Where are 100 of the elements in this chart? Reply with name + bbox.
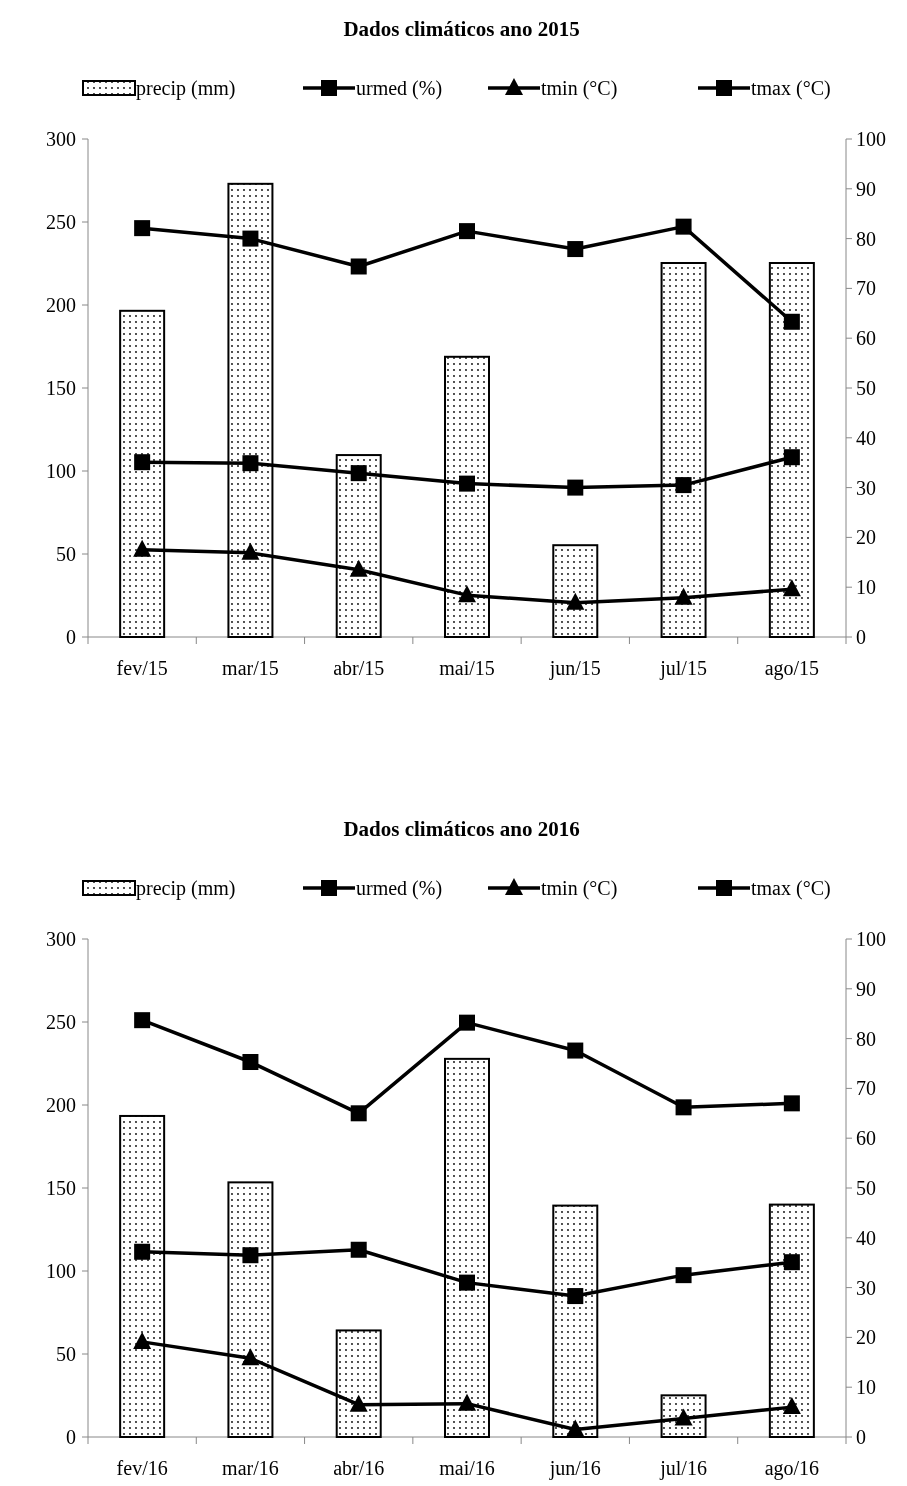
point bbox=[242, 1054, 259, 1071]
y-tick-label: 50 bbox=[56, 543, 76, 565]
point bbox=[675, 1267, 692, 1284]
x-tick-label: jun/15 bbox=[548, 657, 601, 680]
y-tick-label: 0 bbox=[66, 626, 76, 648]
x-tick-label: ago/15 bbox=[764, 657, 820, 680]
point bbox=[134, 1243, 151, 1260]
y-tick-label: 200 bbox=[46, 294, 76, 316]
y-tick-label: 150 bbox=[46, 377, 76, 399]
point bbox=[134, 1012, 151, 1029]
point bbox=[458, 585, 476, 603]
point bbox=[459, 1274, 475, 1291]
y-tick-label: 0 bbox=[66, 1426, 76, 1448]
y2-tick-label: 70 bbox=[856, 277, 876, 300]
y-tick-label: 300 bbox=[46, 928, 76, 950]
point bbox=[566, 592, 585, 610]
legend-label: urmed (%) bbox=[356, 877, 443, 900]
y-tick-label: 300 bbox=[46, 128, 76, 150]
point bbox=[459, 1014, 475, 1031]
point bbox=[133, 1331, 152, 1349]
point bbox=[242, 230, 259, 247]
point bbox=[782, 1397, 801, 1415]
y2-tick-label: 40 bbox=[856, 426, 876, 449]
y2-tick-label: 90 bbox=[856, 977, 876, 1000]
point bbox=[567, 241, 584, 258]
x-tick-label: fev/15 bbox=[116, 657, 168, 679]
point bbox=[675, 1099, 692, 1116]
y-tick-label: 200 bbox=[46, 1094, 76, 1116]
point bbox=[783, 1254, 800, 1271]
x-tick-label: mar/15 bbox=[222, 657, 279, 679]
y-tick-label: 150 bbox=[46, 1177, 76, 1199]
point bbox=[134, 454, 151, 471]
legend-label: tmax (°C) bbox=[751, 77, 831, 100]
y2-tick-label: 60 bbox=[856, 327, 876, 350]
point bbox=[350, 465, 367, 482]
x-tick-label: abr/16 bbox=[333, 1457, 385, 1479]
x-tick-label: jun/16 bbox=[548, 1457, 601, 1480]
point bbox=[241, 542, 260, 560]
y-tick-label: 100 bbox=[46, 460, 76, 482]
y2-tick-label: 20 bbox=[856, 526, 876, 549]
legend-label: tmin (°C) bbox=[541, 877, 618, 900]
point bbox=[783, 313, 800, 330]
point bbox=[675, 218, 692, 235]
point bbox=[241, 1348, 260, 1366]
y2-tick-label: 100 bbox=[856, 128, 886, 150]
y2-tick-label: 80 bbox=[856, 1027, 876, 1050]
x-tick-label: ago/16 bbox=[764, 1457, 820, 1480]
point bbox=[458, 1393, 476, 1411]
y2-tick-label: 50 bbox=[856, 1177, 876, 1199]
point bbox=[566, 1419, 585, 1437]
y2-tick-label: 30 bbox=[856, 1276, 876, 1299]
y2-tick-label: 90 bbox=[856, 177, 876, 200]
y-tick-label: 100 bbox=[46, 1260, 76, 1282]
y-tick-label: 250 bbox=[46, 211, 76, 233]
y2-tick-label: 10 bbox=[856, 1376, 876, 1399]
point bbox=[783, 1095, 800, 1112]
chart-title: Dados climáticos ano 2016 bbox=[343, 817, 580, 841]
legend-label: tmax (°C) bbox=[751, 877, 831, 900]
y2-tick-label: 40 bbox=[856, 1226, 876, 1249]
point bbox=[134, 220, 151, 237]
point bbox=[782, 579, 801, 597]
point bbox=[567, 1288, 584, 1305]
point bbox=[350, 1241, 367, 1258]
point bbox=[242, 1247, 259, 1264]
y2-tick-label: 10 bbox=[856, 576, 876, 599]
point bbox=[567, 479, 584, 496]
y2-tick-label: 20 bbox=[856, 1326, 876, 1349]
point bbox=[350, 258, 367, 275]
point bbox=[350, 1105, 367, 1122]
point bbox=[133, 539, 152, 557]
point bbox=[349, 559, 368, 577]
x-tick-label: jul/16 bbox=[659, 1457, 707, 1480]
y2-tick-label: 100 bbox=[856, 928, 886, 950]
point bbox=[567, 1042, 584, 1059]
y-tick-label: 250 bbox=[46, 1011, 76, 1033]
y2-tick-label: 0 bbox=[856, 1426, 866, 1448]
legend-label: precip (mm) bbox=[136, 77, 236, 100]
legend-label: urmed (%) bbox=[356, 77, 443, 100]
x-tick-label: mai/15 bbox=[439, 657, 495, 679]
y2-tick-label: 60 bbox=[856, 1127, 876, 1150]
point bbox=[349, 1394, 368, 1412]
point bbox=[459, 475, 475, 492]
x-tick-label: mai/16 bbox=[439, 1457, 495, 1479]
y2-tick-label: 0 bbox=[856, 626, 866, 648]
point bbox=[783, 449, 800, 466]
point bbox=[675, 477, 692, 494]
y2-tick-label: 30 bbox=[856, 476, 876, 499]
legend-label: tmin (°C) bbox=[541, 77, 618, 100]
x-tick-label: mar/16 bbox=[222, 1457, 279, 1479]
point bbox=[459, 223, 475, 240]
point bbox=[674, 587, 693, 605]
x-tick-label: abr/15 bbox=[333, 657, 385, 679]
point bbox=[242, 455, 259, 472]
y2-tick-label: 70 bbox=[856, 1077, 876, 1100]
x-tick-label: fev/16 bbox=[116, 1457, 168, 1479]
x-tick-label: jul/15 bbox=[659, 657, 707, 680]
legend-label: precip (mm) bbox=[136, 877, 236, 900]
y2-tick-label: 50 bbox=[856, 377, 876, 399]
y-tick-label: 50 bbox=[56, 1343, 76, 1365]
chart-title: Dados climáticos ano 2015 bbox=[343, 17, 580, 41]
